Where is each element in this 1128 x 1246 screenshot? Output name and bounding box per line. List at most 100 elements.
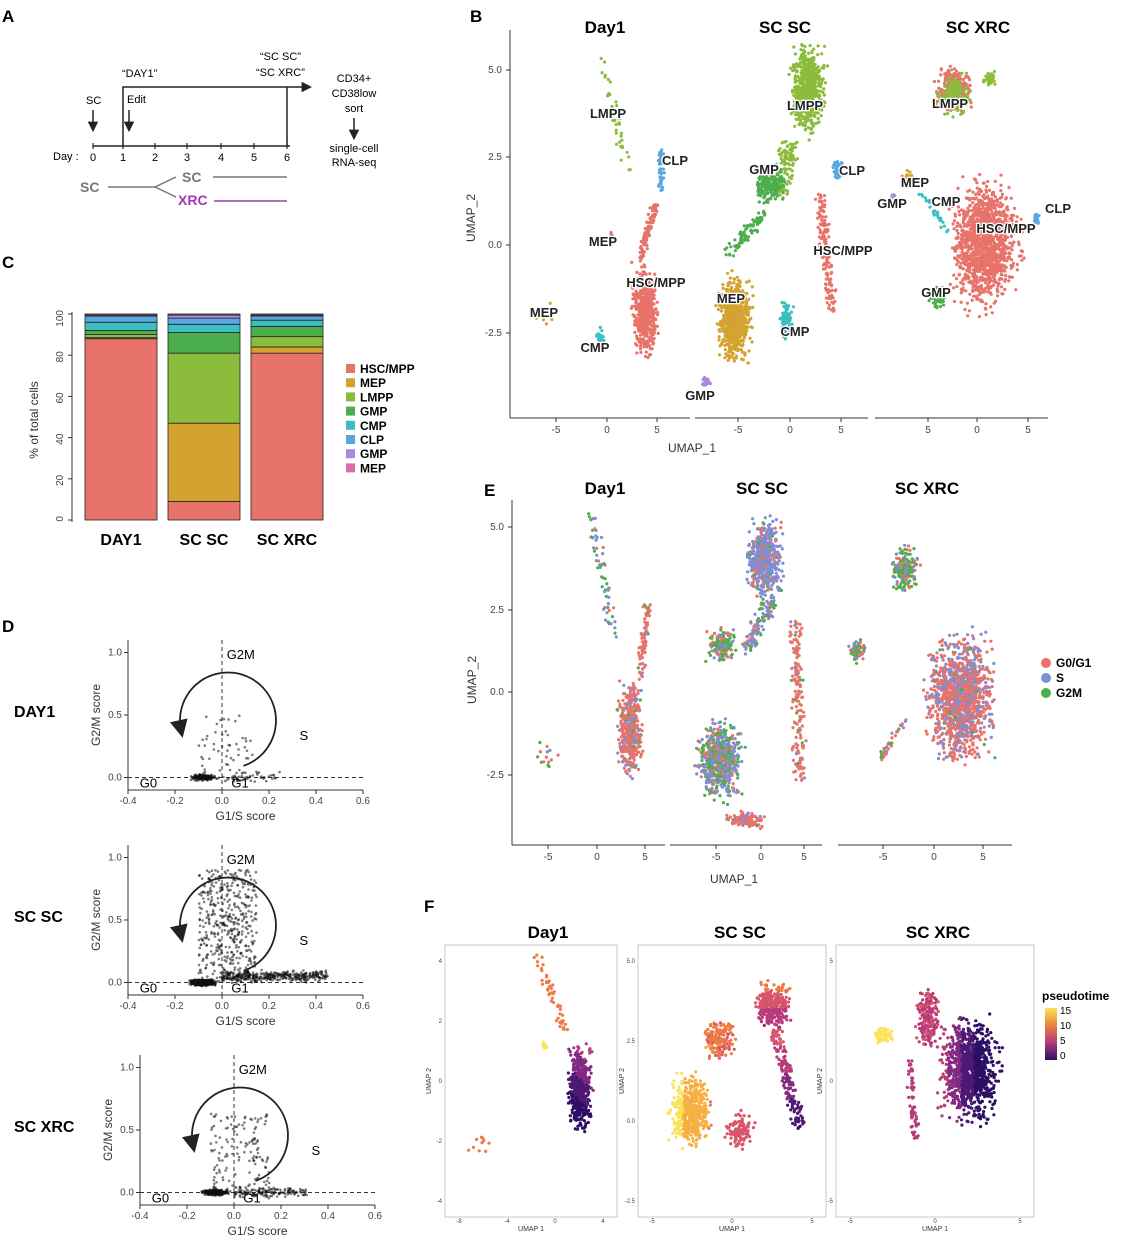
cell-dot — [827, 306, 831, 310]
legend-label: MEP — [360, 376, 386, 390]
cell-dot — [809, 84, 813, 88]
cell-dot — [647, 304, 651, 308]
cell-dot — [1003, 238, 1008, 242]
cell-dot — [986, 246, 990, 250]
cell-dot — [1014, 288, 1018, 292]
cell-point — [227, 718, 230, 721]
legend-swatch — [346, 406, 355, 416]
y-tick-label: 60 — [55, 392, 66, 404]
cell-dot — [984, 211, 989, 215]
cell-dot — [737, 347, 741, 351]
cell-dot — [789, 158, 793, 162]
cell-dot — [742, 224, 746, 228]
cell-dot — [822, 194, 827, 198]
bar-segment — [167, 317, 241, 325]
cell-dot — [717, 338, 721, 342]
panel-b: B Day1 SC SC SC XRC 5.02.50.0-2.5-5 0 5 -5 0… — [464, 7, 1073, 455]
legend-label: CLP — [360, 433, 384, 447]
cell-dot — [1008, 241, 1012, 245]
cell-dot — [964, 272, 968, 276]
cell-dot — [658, 151, 662, 155]
cell-dot — [730, 269, 734, 273]
cell-dot — [976, 252, 980, 256]
cell-dot — [938, 91, 942, 95]
cell-dot — [746, 361, 750, 365]
category-labels: DAY1 SC SC SC XRC — [100, 532, 317, 549]
cell-dot — [789, 66, 793, 70]
cell-dot — [1035, 217, 1039, 221]
cell-dot — [642, 250, 647, 254]
cell-dot — [658, 284, 662, 288]
cell-dot — [795, 157, 800, 161]
cell-dot — [722, 313, 726, 317]
cell-dot — [660, 185, 665, 189]
cell-dot — [746, 238, 750, 242]
cell-dot — [788, 319, 792, 323]
cell-point — [249, 779, 252, 782]
cluster-label: LMPP — [932, 96, 968, 111]
cell-dot — [955, 84, 959, 88]
cell-dot — [989, 291, 993, 295]
cell-dot — [809, 131, 813, 135]
cell-dot — [983, 268, 987, 272]
cell-dot — [983, 306, 987, 310]
cell-dot — [548, 301, 552, 305]
cell-dot — [975, 181, 979, 185]
cell-dot — [715, 322, 719, 326]
cell-dot — [946, 112, 950, 116]
bar-segment — [250, 319, 324, 327]
cell-dot — [649, 284, 653, 288]
cell-dot — [746, 313, 750, 317]
panel-label: D — [2, 617, 14, 636]
cell-dot — [638, 250, 642, 254]
cell-dot — [614, 131, 618, 135]
bar-segment — [250, 315, 324, 321]
cell-dot — [816, 116, 820, 121]
cell-dot — [987, 240, 992, 244]
cell-dot — [638, 333, 643, 337]
cell-dot — [635, 306, 639, 310]
cell-dot — [999, 205, 1003, 209]
cell-dot — [790, 173, 794, 178]
cell-dot — [966, 249, 970, 253]
cell-dot — [791, 155, 795, 159]
cell-dot — [996, 261, 1000, 265]
cell-dot — [797, 76, 801, 80]
day1-label: “DAY1” — [122, 68, 158, 80]
cell-dot — [966, 196, 970, 200]
cell-dot — [996, 284, 1000, 288]
cell-dot — [955, 74, 959, 79]
cell-dot — [804, 57, 809, 61]
cell-dot — [598, 338, 603, 342]
cell-dot — [829, 264, 834, 268]
cell-dot — [965, 253, 969, 257]
cell-dot — [734, 245, 738, 249]
cell-point — [201, 738, 204, 742]
cell-dot — [939, 225, 943, 229]
bar-segment — [250, 313, 324, 316]
cell-dot — [750, 231, 754, 235]
cell-dot — [960, 241, 964, 245]
y-tick-label: 100 — [55, 310, 66, 327]
cell-dot — [612, 119, 616, 123]
cell-dot — [820, 66, 824, 70]
cell-dot — [747, 318, 752, 322]
cell-dot — [987, 204, 992, 208]
cell-dot — [797, 116, 802, 120]
cell-dot — [952, 219, 957, 223]
cell-point — [240, 771, 244, 775]
cell-dot — [638, 255, 642, 260]
cell-dot — [1007, 185, 1011, 190]
cell-dot — [823, 203, 827, 207]
cell-point — [244, 739, 248, 743]
cell-dot — [983, 287, 987, 291]
cell-dot — [989, 72, 994, 76]
cell-dot — [1012, 206, 1017, 210]
cell-dot — [834, 160, 838, 165]
cell-dot — [638, 344, 643, 348]
row-label: DAY1 — [14, 704, 55, 721]
cell-dot — [1004, 274, 1008, 278]
cell-dot — [721, 319, 725, 323]
cell-dot — [994, 203, 999, 207]
